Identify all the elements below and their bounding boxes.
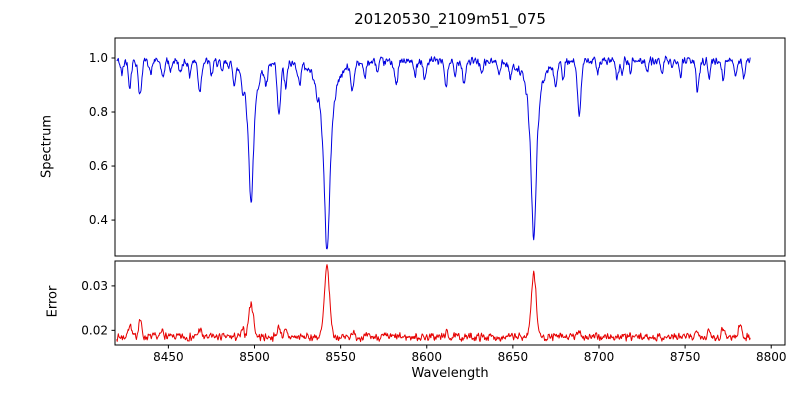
x-tick-label: 8500 — [239, 350, 270, 364]
error-panel-border — [114, 260, 786, 346]
x-tick-label: 8650 — [498, 350, 529, 364]
x-tick-label: 8800 — [756, 350, 787, 364]
plot-title: 20120530_2109m51_075 — [354, 10, 546, 28]
error-series-line — [116, 264, 751, 343]
y-tick-label: 0.02 — [81, 323, 108, 337]
y-tick-label: 1.0 — [89, 51, 108, 65]
spectrum-series-line — [116, 55, 751, 250]
x-tick-label: 8600 — [411, 350, 442, 364]
x-tick-label: 8700 — [584, 350, 615, 364]
x-tick-label: 8450 — [153, 350, 184, 364]
y-tick-label: 0.4 — [89, 213, 108, 227]
x-tick-label: 8550 — [325, 350, 356, 364]
y-tick-label: 0.03 — [81, 279, 108, 293]
y-tick-label: 0.6 — [89, 159, 108, 173]
spectrum-panel-border — [114, 37, 786, 257]
y-tick-label: 0.8 — [89, 105, 108, 119]
x-tick-label: 8750 — [670, 350, 701, 364]
x-axis-label: Wavelength — [411, 366, 489, 381]
